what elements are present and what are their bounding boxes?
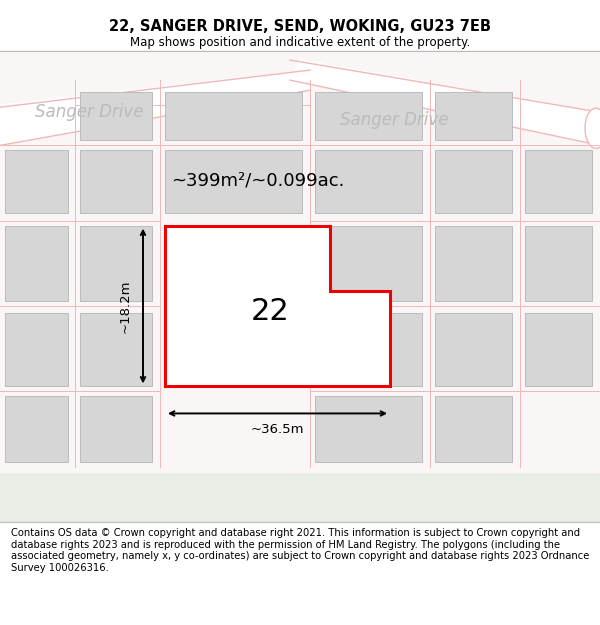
Text: 22, SANGER DRIVE, SEND, WOKING, GU23 7EB: 22, SANGER DRIVE, SEND, WOKING, GU23 7EB [109, 19, 491, 34]
FancyBboxPatch shape [5, 313, 68, 386]
Text: 22: 22 [251, 296, 289, 326]
Text: ~399m²/~0.099ac.: ~399m²/~0.099ac. [172, 171, 344, 189]
FancyBboxPatch shape [80, 151, 152, 213]
FancyBboxPatch shape [165, 151, 302, 213]
FancyBboxPatch shape [5, 151, 68, 213]
Text: ~18.2m: ~18.2m [119, 279, 131, 332]
Polygon shape [0, 449, 600, 522]
Text: Sanger Drive: Sanger Drive [35, 103, 143, 121]
FancyBboxPatch shape [435, 92, 512, 141]
Polygon shape [0, 50, 600, 472]
FancyBboxPatch shape [5, 226, 68, 301]
FancyBboxPatch shape [80, 92, 152, 141]
Text: Map shows position and indicative extent of the property.: Map shows position and indicative extent… [130, 36, 470, 49]
Text: Contains OS data © Crown copyright and database right 2021. This information is : Contains OS data © Crown copyright and d… [11, 528, 589, 573]
FancyBboxPatch shape [315, 151, 422, 213]
FancyBboxPatch shape [80, 396, 152, 462]
Polygon shape [0, 70, 310, 146]
FancyBboxPatch shape [165, 92, 302, 141]
FancyBboxPatch shape [315, 226, 422, 301]
FancyBboxPatch shape [5, 396, 68, 462]
Polygon shape [290, 60, 600, 146]
FancyBboxPatch shape [525, 151, 592, 213]
FancyBboxPatch shape [435, 226, 512, 301]
Ellipse shape [585, 108, 600, 148]
FancyBboxPatch shape [525, 313, 592, 386]
FancyBboxPatch shape [435, 313, 512, 386]
FancyBboxPatch shape [315, 92, 422, 141]
FancyBboxPatch shape [80, 226, 152, 301]
FancyBboxPatch shape [315, 313, 422, 386]
FancyBboxPatch shape [525, 226, 592, 301]
FancyBboxPatch shape [80, 313, 152, 386]
Text: Sanger Drive: Sanger Drive [340, 111, 449, 129]
FancyBboxPatch shape [435, 151, 512, 213]
Text: ~36.5m: ~36.5m [251, 423, 304, 436]
FancyBboxPatch shape [435, 396, 512, 462]
FancyBboxPatch shape [315, 396, 422, 462]
Polygon shape [165, 226, 390, 386]
